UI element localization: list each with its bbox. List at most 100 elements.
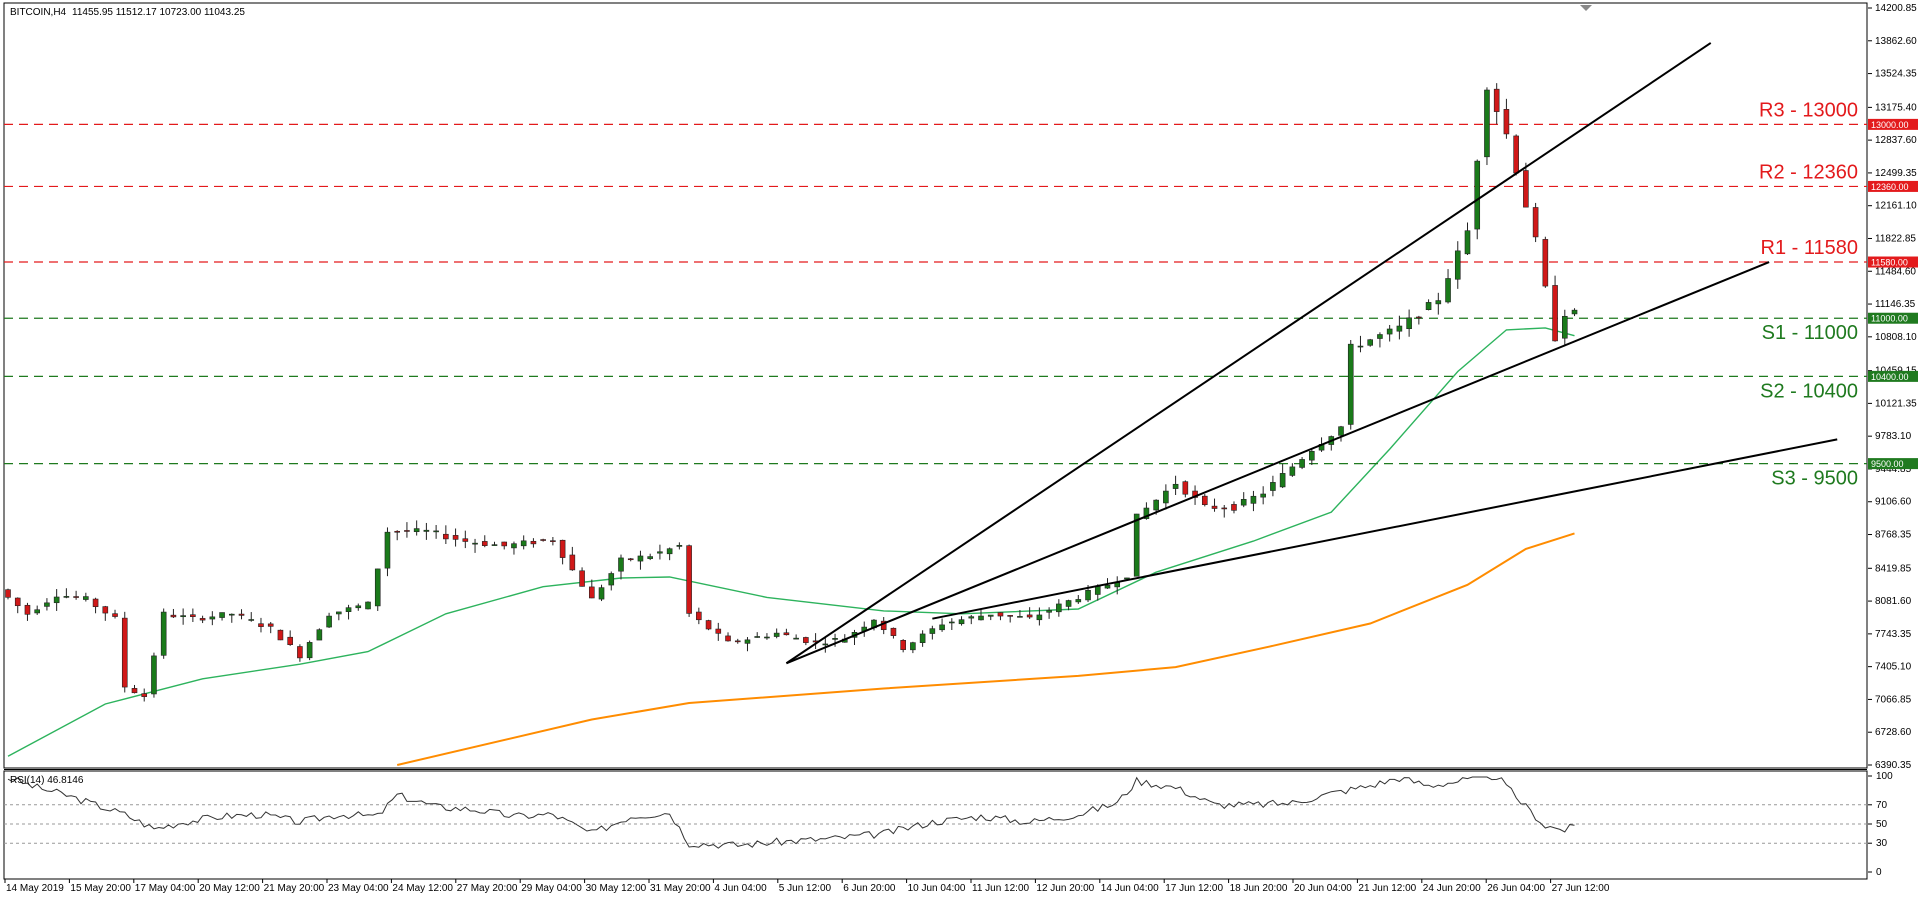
candle — [1133, 513, 1140, 577]
candle — [170, 608, 177, 619]
level-price-tag — [1868, 458, 1918, 470]
candle — [958, 616, 965, 626]
candle — [1231, 501, 1237, 514]
candle-body — [345, 607, 352, 612]
candle — [968, 614, 975, 625]
candle-body — [121, 617, 128, 688]
price-tick-label: 11484.60 — [1875, 266, 1916, 277]
candle — [345, 604, 352, 620]
candle-body — [900, 640, 906, 650]
rsi-panel-frame — [3, 770, 1868, 880]
candle — [1396, 315, 1403, 340]
price-axis-ticks: 14200.85 13862.60 13524.35 13175.40 12837.60… — [1868, 3, 1917, 771]
candle — [131, 684, 138, 694]
candle — [1056, 599, 1062, 617]
candle-body — [34, 609, 40, 614]
candle — [783, 628, 790, 636]
candle-body — [832, 638, 838, 640]
candle — [1367, 338, 1373, 347]
candle — [199, 615, 206, 624]
candle-body — [734, 640, 741, 643]
candle-body — [248, 619, 255, 621]
candle — [73, 590, 79, 600]
candle — [1250, 490, 1257, 512]
time-tick-label: 24 May 12:00 — [392, 883, 453, 894]
candle-body — [1065, 600, 1072, 607]
candle-body — [491, 544, 498, 546]
time-tick-label: 4 Jun 04:00 — [714, 883, 767, 894]
candle-body — [1104, 585, 1111, 589]
candle — [102, 605, 109, 621]
level-label: R1 - 11580 — [1761, 237, 1858, 259]
candle — [618, 554, 624, 580]
price-tick-label: 14200.85 — [1875, 3, 1917, 14]
level-price-tag — [1868, 118, 1918, 130]
candle-body — [705, 620, 712, 630]
candle — [530, 538, 537, 548]
time-tick-label: 27 May 20:00 — [457, 883, 518, 894]
candle-body — [1484, 89, 1490, 158]
candle — [413, 520, 420, 536]
price-tick-label: 10121.35 — [1875, 398, 1917, 409]
rsi-tick-label: 0 — [1876, 867, 1882, 878]
candle — [1416, 315, 1422, 325]
candle — [472, 538, 478, 553]
candle-body — [997, 612, 1004, 617]
candle — [384, 527, 391, 577]
candle — [754, 632, 761, 638]
candle-body — [608, 573, 615, 586]
candle-body — [238, 613, 245, 616]
time-tick-label: 17 Jun 12:00 — [1165, 883, 1223, 894]
candle-body — [14, 597, 21, 607]
scroll-marker-icon[interactable] — [1580, 5, 1592, 11]
candle-body — [394, 530, 401, 533]
level-price-tag-text: 13000.00 — [1871, 120, 1909, 130]
candle-body — [1503, 109, 1510, 135]
candle-body — [413, 528, 420, 533]
candle-body — [1445, 278, 1451, 303]
candle — [540, 538, 546, 542]
candle-body — [1240, 499, 1247, 506]
candle-body — [540, 539, 546, 541]
candle-body — [433, 530, 439, 533]
price-tick-label: 9106.60 — [1875, 497, 1912, 508]
candle — [316, 628, 323, 641]
candle — [1552, 275, 1558, 342]
candle-body — [773, 632, 780, 637]
candle — [851, 629, 858, 646]
candle-body — [1289, 466, 1296, 476]
level-resistance: 13000.00 R3 - 13000 — [4, 99, 1918, 130]
time-tick-label: 18 Jun 20:00 — [1230, 883, 1288, 894]
candle — [520, 535, 527, 550]
candle-body — [1046, 610, 1052, 613]
candle-body — [24, 604, 31, 615]
candle — [978, 609, 984, 621]
level-resistance: 11580.00 R1 - 11580 — [4, 237, 1918, 268]
candle — [608, 571, 615, 591]
candle — [744, 637, 751, 652]
time-tick-label: 31 May 20:00 — [650, 883, 711, 894]
candle — [1347, 340, 1354, 430]
candle-body — [822, 643, 829, 646]
candle — [1542, 236, 1549, 288]
candle — [900, 639, 906, 653]
time-tick-label: 27 Jun 12:00 — [1552, 883, 1610, 894]
candle — [987, 614, 994, 621]
candle-body — [1036, 614, 1043, 621]
candle-body — [968, 616, 975, 619]
candle-body — [793, 637, 799, 640]
time-tick-label: 24 Jun 20:00 — [1423, 883, 1481, 894]
candle-body — [306, 642, 313, 659]
price-tick-label: 7405.10 — [1875, 662, 1912, 673]
level-resistance: 12360.00 R2 - 12360 — [4, 161, 1918, 192]
candle-body — [1425, 302, 1432, 311]
candle — [336, 611, 342, 621]
candle — [277, 629, 284, 641]
candle — [238, 609, 245, 620]
candle-body — [627, 558, 634, 561]
candle — [433, 525, 439, 539]
level-price-tag-text: 9500.00 — [1871, 459, 1904, 469]
candle-body — [530, 540, 537, 545]
candle-body — [1435, 300, 1442, 305]
time-tick-label: 21 Jun 12:00 — [1358, 883, 1416, 894]
